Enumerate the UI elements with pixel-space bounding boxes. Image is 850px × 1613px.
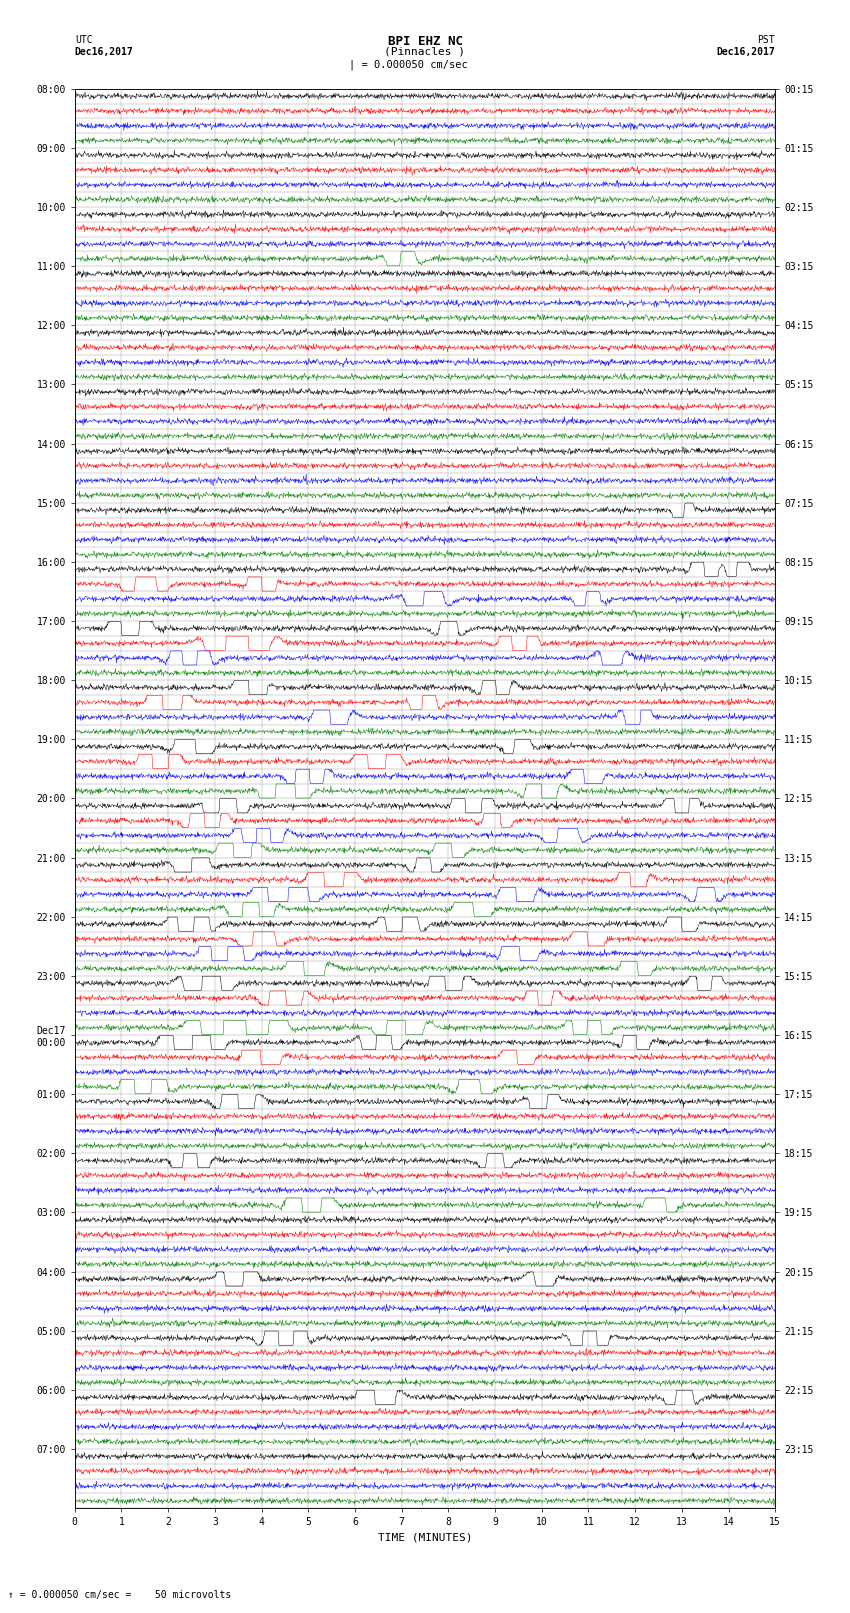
Text: (Pinnacles ): (Pinnacles ) (384, 47, 466, 56)
Text: UTC: UTC (75, 35, 93, 45)
X-axis label: TIME (MINUTES): TIME (MINUTES) (377, 1532, 473, 1542)
Text: Dec16,2017: Dec16,2017 (75, 47, 133, 56)
Text: | = 0.000050 cm/sec: | = 0.000050 cm/sec (348, 60, 468, 71)
Text: Dec16,2017: Dec16,2017 (717, 47, 775, 56)
Text: BPI EHZ NC: BPI EHZ NC (388, 35, 462, 48)
Text: ↑ = 0.000050 cm/sec =    50 microvolts: ↑ = 0.000050 cm/sec = 50 microvolts (8, 1590, 232, 1600)
Text: PST: PST (757, 35, 775, 45)
